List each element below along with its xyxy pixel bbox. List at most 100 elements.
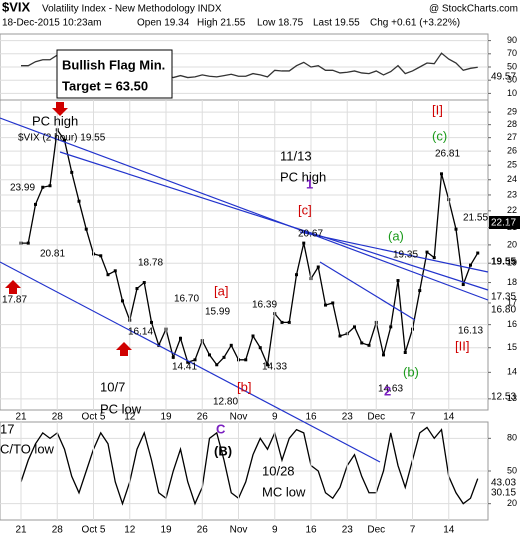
wave-label: (B)	[214, 443, 232, 458]
y-tick-label: 50	[507, 61, 517, 71]
arrow	[52, 102, 68, 116]
wave-label: (b)	[403, 364, 419, 379]
annotation: 11/13	[280, 148, 312, 163]
annotation: Bullish Flag Min.	[62, 57, 165, 72]
x-tick-label: 26	[197, 525, 209, 536]
quote: Open 19.34	[137, 18, 190, 29]
quote: High 21.55	[197, 18, 246, 29]
wave-label: [b]	[237, 379, 251, 394]
x-tick-label: 9	[272, 412, 278, 423]
price-note: 16.14	[128, 327, 153, 338]
y-tick-label: 18	[507, 277, 517, 287]
y-tick-label: 50	[507, 465, 517, 475]
price-note: 16.70	[174, 294, 199, 305]
wave-label: (c)	[432, 128, 447, 143]
y-tick-label: 30	[507, 75, 517, 85]
annotation: Target = 63.50	[62, 78, 148, 93]
price-note: 26.81	[435, 149, 460, 160]
x-tick-label: 12	[124, 525, 136, 536]
flag-box	[56, 49, 173, 99]
price-note: 16.39	[252, 300, 277, 311]
price-note: 20.67	[298, 229, 323, 240]
y-tick-label: 29	[507, 106, 517, 116]
annotation: PC high	[32, 113, 78, 128]
x-tick-label: Oct 5	[82, 412, 106, 423]
chart-title: $VIX	[2, 0, 31, 14]
x-tick-label: 9	[272, 525, 278, 536]
price-note: 14.63	[378, 384, 403, 395]
trendline	[0, 117, 489, 301]
y-tick-label: 27	[507, 132, 517, 142]
price-label: 22.17	[491, 218, 516, 229]
x-tick-label: 28	[52, 412, 64, 423]
wave-label: [II]	[455, 338, 469, 353]
arrow	[116, 342, 132, 356]
x-tick-label: 26	[197, 412, 209, 423]
legend: $VIX (2 hour) 19.55	[18, 133, 106, 144]
price-note: 20.81	[40, 249, 65, 260]
y-tick-label: 14	[507, 367, 517, 377]
rsi-label: 49.57	[491, 72, 516, 83]
price-note: 14.41	[172, 362, 197, 373]
wave-label: [I]	[432, 102, 443, 117]
x-tick-label: 16	[305, 412, 317, 423]
wave-label: 1	[306, 176, 313, 191]
stoch-label: 30.15	[491, 488, 516, 499]
series-line	[21, 128, 479, 368]
price-label: 17.35	[491, 292, 516, 303]
price-label: 19.55	[491, 257, 516, 268]
x-tick-label: Dec	[367, 525, 385, 536]
x-tick-label: Nov	[230, 412, 248, 423]
wave-label: (a)	[388, 228, 404, 243]
price-label: 12.53	[491, 392, 516, 403]
y-tick-label: 20	[507, 239, 517, 249]
trendline	[299, 231, 489, 273]
y-tick-label: 70	[507, 48, 517, 58]
price-panel	[0, 99, 489, 411]
price-note: 14.33	[262, 362, 287, 373]
y-tick-label: 15	[507, 342, 517, 352]
x-tick-label: 7	[410, 525, 416, 536]
x-tick-label: 7	[410, 412, 416, 423]
y-tick-label: 21	[507, 222, 517, 232]
x-tick-label: 19	[160, 412, 172, 423]
y-tick-label: 28	[507, 119, 517, 129]
trendline	[319, 261, 416, 321]
y-tick-label: 80	[507, 433, 517, 443]
wave-label: C	[216, 421, 226, 436]
quote: Last 19.55	[313, 18, 360, 29]
y-tick-label: 17	[507, 297, 517, 307]
x-tick-label: 23	[342, 412, 354, 423]
price-note: 19.35	[393, 250, 418, 261]
y-tick-label: 24	[507, 174, 517, 184]
y-tick-label: 22	[507, 205, 517, 215]
x-tick-label: 14	[443, 525, 455, 536]
price-note: 18.78	[138, 258, 163, 269]
y-tick-label: 26	[507, 146, 517, 156]
y-tick-label: 20	[507, 498, 517, 508]
trendline	[59, 151, 489, 291]
price-note: 12.80	[213, 397, 238, 408]
wave-label: [c]	[298, 202, 312, 217]
annotation: C/TO low	[0, 441, 55, 456]
annotation: PC high	[280, 169, 326, 184]
x-tick-label: Nov	[230, 525, 248, 536]
quote: 18-Dec-2015 10:23am	[2, 18, 102, 29]
arrow	[5, 280, 21, 294]
annotation: PC low	[100, 401, 142, 416]
y-tick-label: 19	[507, 258, 517, 268]
x-tick-label: 23	[342, 525, 354, 536]
wave-label: [a]	[214, 283, 228, 298]
x-tick-label: 12	[124, 412, 136, 423]
y-tick-label: 90	[507, 35, 517, 45]
price-note: 23.99	[10, 183, 35, 194]
price-note: 17.87	[2, 295, 27, 306]
price-note: 21.55	[463, 213, 488, 224]
source: @ StockCharts.com	[429, 4, 518, 15]
x-tick-label: 16	[305, 525, 317, 536]
x-tick-label: 14	[443, 412, 455, 423]
x-tick-label: Dec	[367, 412, 385, 423]
y-tick-label: 25	[507, 160, 517, 170]
series-line	[20, 426, 479, 506]
